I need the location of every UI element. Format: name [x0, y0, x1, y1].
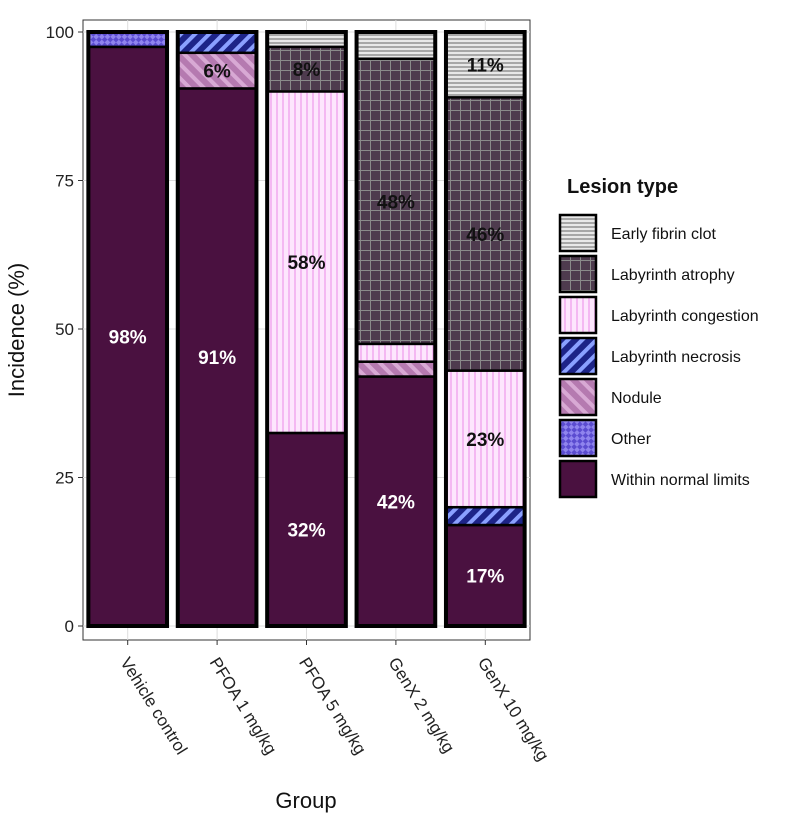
legend-label-early-fibrin-clot: Early fibrin clot	[611, 226, 716, 243]
y-axis-title: Incidence (%)	[4, 263, 29, 398]
bar-pfoa-5-mg-kg-early-fibrin-clot	[265, 30, 348, 49]
legend-label-labyrinth-necrosis: Labyrinth necrosis	[611, 349, 741, 366]
y-axis-ticks: 0 25 50 75 100	[46, 23, 83, 636]
legend-key-labyrinth-necrosis	[558, 336, 598, 376]
bar-labels: 98% 91% 6% 32% 58% 8% 42% 48% 17% 23% 46% 11%	[109, 56, 505, 588]
bar-outline-pfoa-5-mg-kg	[265, 30, 348, 628]
x-tick-label-vehicle-control: Vehicle control	[116, 654, 191, 758]
x-tick-label-genx-10-mg-kg: GenX 10 mg/kg	[474, 654, 553, 764]
y-tick-label-0: 0	[65, 617, 74, 636]
legend-label-other: Other	[611, 431, 652, 448]
data-label-genx-10-mg-kg-labyrinth-congestion: 23%	[466, 430, 504, 451]
bar-pfoa-5-mg-kg-labyrinth-atrophy	[265, 45, 348, 93]
bar-vehicle-control-other	[87, 30, 169, 49]
bar-pfoa-5-mg-kg-labyrinth-congestion	[265, 90, 348, 435]
legend-label-labyrinth-atrophy: Labyrinth atrophy	[611, 267, 735, 284]
data-label-pfoa-5-mg-kg-labyrinth-congestion: 58%	[287, 253, 325, 274]
bar-outline-pfoa-1-mg-kg	[175, 30, 259, 628]
bar-outline-vehicle-control	[86, 30, 170, 628]
bar-genx-2-mg-kg-nodule	[355, 360, 437, 378]
bar-pfoa-1-mg-kg-labyrinth-necrosis	[176, 30, 258, 55]
legend-key-within-normal-limits	[558, 459, 598, 499]
x-axis-title: Group	[275, 788, 336, 813]
bar-outline-genx-10-mg-kg	[443, 30, 527, 628]
data-label-pfoa-1-mg-kg-nodule: 6%	[203, 62, 231, 83]
legend-label-nodule: Nodule	[611, 390, 662, 407]
data-label-genx-10-mg-kg-early-fibrin-clot: 11%	[467, 56, 504, 77]
data-label-genx-10-mg-kg-within-normal-limits: 17%	[466, 567, 504, 588]
bar-genx-2-mg-kg-labyrinth-congestion	[355, 342, 437, 363]
y-tick-label-50: 50	[55, 320, 74, 339]
data-label-vehicle-control-within-normal-limits: 98%	[109, 327, 147, 348]
bar-pfoa-5-mg-kg-within-normal-limits	[265, 431, 348, 628]
bar-genx-2-mg-kg-early-fibrin-clot	[355, 30, 437, 60]
x-tick-label-pfoa-5-mg-kg: PFOA 5 mg/kg	[295, 654, 370, 758]
x-axis-ticks: Vehicle control PFOA 1 mg/kg PFOA 5 mg/kg G…	[116, 640, 553, 764]
x-tick-label-pfoa-1-mg-kg: PFOA 1 mg/kg	[206, 654, 281, 758]
x-tick-label-genx-2-mg-kg: GenX 2 mg/kg	[385, 654, 459, 756]
data-label-pfoa-1-mg-kg-within-normal-limits: 91%	[198, 348, 236, 369]
y-tick-label-75: 75	[55, 172, 74, 191]
legend-label-within-normal-limits: Within normal limits	[611, 472, 750, 489]
y-tick-label-25: 25	[55, 469, 74, 488]
bar-outline-genx-2-mg-kg	[354, 30, 438, 628]
y-tick-label-100: 100	[46, 23, 74, 42]
data-label-genx-2-mg-kg-labyrinth-atrophy: 48%	[377, 192, 415, 213]
legend: Lesion type Early fibrin clot Labyrinth a…	[558, 176, 759, 499]
data-label-genx-2-mg-kg-within-normal-limits: 42%	[377, 492, 415, 513]
legend-key-other	[558, 418, 598, 458]
legend-key-early-fibrin-clot	[558, 213, 598, 253]
data-label-pfoa-5-mg-kg-labyrinth-atrophy: 8%	[293, 60, 321, 81]
bar-genx-10-mg-kg-labyrinth-necrosis	[444, 505, 526, 527]
legend-title: Lesion type	[567, 176, 678, 198]
bars	[86, 30, 527, 628]
data-label-genx-10-mg-kg-labyrinth-atrophy: 46%	[466, 225, 504, 246]
legend-key-labyrinth-congestion	[558, 295, 598, 335]
legend-key-labyrinth-atrophy	[558, 254, 598, 294]
legend-label-labyrinth-congestion: Labyrinth congestion	[611, 308, 759, 325]
bar-genx-2-mg-kg-labyrinth-atrophy	[355, 57, 437, 346]
legend-key-nodule	[558, 377, 598, 417]
data-label-pfoa-5-mg-kg-within-normal-limits: 32%	[287, 520, 325, 541]
